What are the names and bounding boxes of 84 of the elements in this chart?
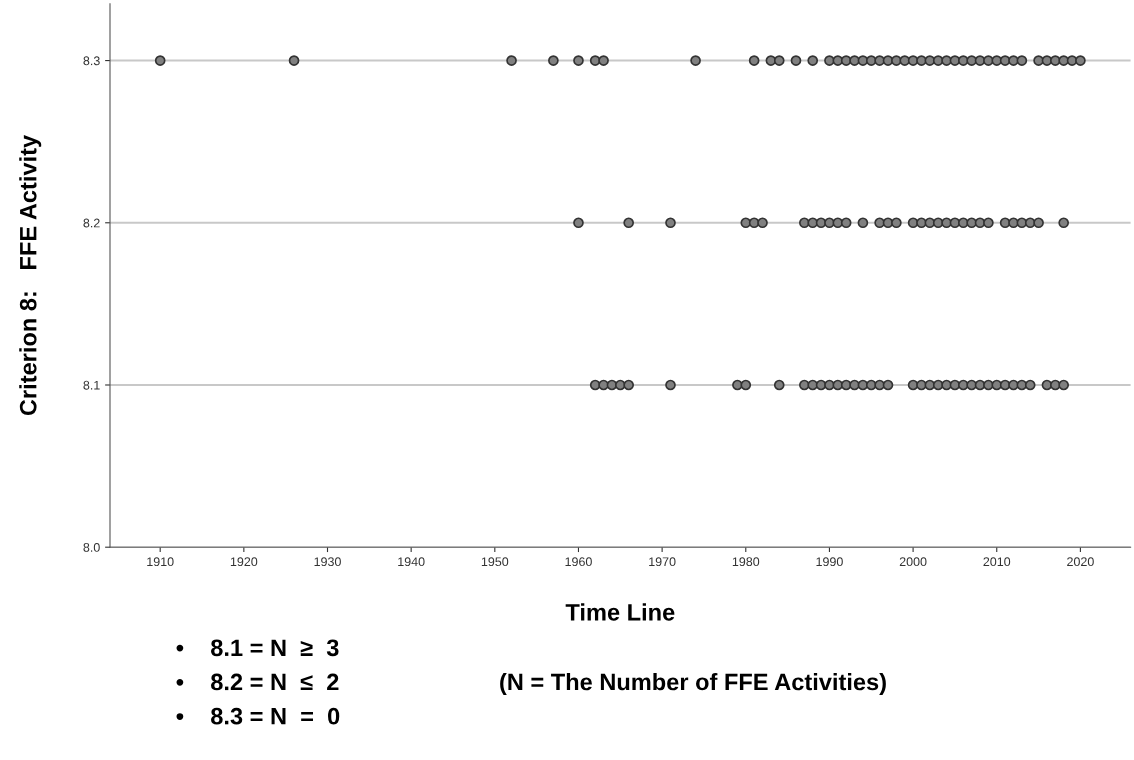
point xyxy=(1033,55,1044,66)
x-axis-title: Time Line xyxy=(565,603,675,621)
x-tick-label: 2020 xyxy=(1067,557,1094,567)
point xyxy=(790,55,802,66)
point xyxy=(757,217,768,229)
point xyxy=(548,55,559,66)
point xyxy=(849,55,860,66)
point xyxy=(665,217,676,229)
y-tick-label: 8.2 xyxy=(83,218,100,228)
point xyxy=(824,379,835,391)
point xyxy=(506,55,517,66)
point xyxy=(573,55,584,66)
point xyxy=(891,217,902,229)
point xyxy=(773,379,785,391)
point xyxy=(916,379,927,391)
point xyxy=(840,55,852,66)
x-tick-label: 1930 xyxy=(314,557,341,567)
point xyxy=(916,217,927,229)
point xyxy=(966,55,977,66)
point xyxy=(983,55,994,66)
y-tick-label: 8.3 xyxy=(83,56,100,66)
y-tick-label: 8.1 xyxy=(83,380,100,390)
point xyxy=(598,55,609,66)
point xyxy=(891,55,902,66)
point xyxy=(1049,55,1061,66)
y-tick-label: 8.0 xyxy=(83,543,100,552)
text: • 8.3 = N = 0 xyxy=(176,707,340,725)
point xyxy=(1058,379,1070,391)
point xyxy=(941,217,952,229)
x-tick-label: 1910 xyxy=(147,557,174,567)
x-tick-label: 1970 xyxy=(649,557,676,567)
x-tick-label: 1990 xyxy=(816,557,843,567)
point xyxy=(1033,217,1044,229)
text: (N = The Number of FFE Activities) xyxy=(500,672,886,696)
point xyxy=(623,379,634,391)
point xyxy=(1024,217,1036,229)
x-tick-label: 1920 xyxy=(230,557,258,567)
point xyxy=(623,217,634,229)
x-tick-label: 1950 xyxy=(481,557,509,567)
point xyxy=(1024,379,1036,391)
point xyxy=(665,379,676,391)
point xyxy=(589,55,601,66)
point xyxy=(966,217,977,229)
point xyxy=(907,379,919,391)
point xyxy=(857,217,869,229)
point xyxy=(1075,55,1086,66)
point xyxy=(865,55,877,66)
point xyxy=(1008,217,1019,229)
point xyxy=(740,379,752,391)
x-tick-label: 1940 xyxy=(398,557,425,567)
point xyxy=(932,217,944,229)
x-tick-label: 1980 xyxy=(732,557,760,567)
point xyxy=(983,217,994,229)
x-tick-label: 2000 xyxy=(899,557,927,567)
point xyxy=(154,55,166,66)
x-tick-label: 1960 xyxy=(565,557,592,567)
point xyxy=(957,217,969,229)
y-axis-title: Criterion 8: FFE Activity xyxy=(19,135,42,416)
text: • 8.1 = N ≥ 3 xyxy=(176,639,339,657)
point xyxy=(932,55,944,66)
x-tick-label: 2010 xyxy=(983,557,1011,567)
point xyxy=(916,55,927,66)
point xyxy=(1016,55,1028,66)
point xyxy=(807,55,819,66)
point xyxy=(974,379,986,391)
point xyxy=(874,217,885,229)
point xyxy=(288,55,300,66)
point xyxy=(1008,55,1019,66)
point xyxy=(941,55,952,66)
point xyxy=(773,55,785,66)
text: • 8.2 = N ≤ 2 xyxy=(176,673,339,691)
point xyxy=(1058,217,1070,229)
point xyxy=(690,55,701,66)
point xyxy=(840,217,852,229)
point xyxy=(874,55,885,66)
point xyxy=(999,379,1011,391)
point xyxy=(732,379,743,391)
point xyxy=(824,217,835,229)
point xyxy=(882,379,894,391)
point xyxy=(573,217,584,229)
point xyxy=(748,55,760,66)
point xyxy=(957,55,969,66)
point xyxy=(824,55,835,66)
point xyxy=(815,379,827,391)
